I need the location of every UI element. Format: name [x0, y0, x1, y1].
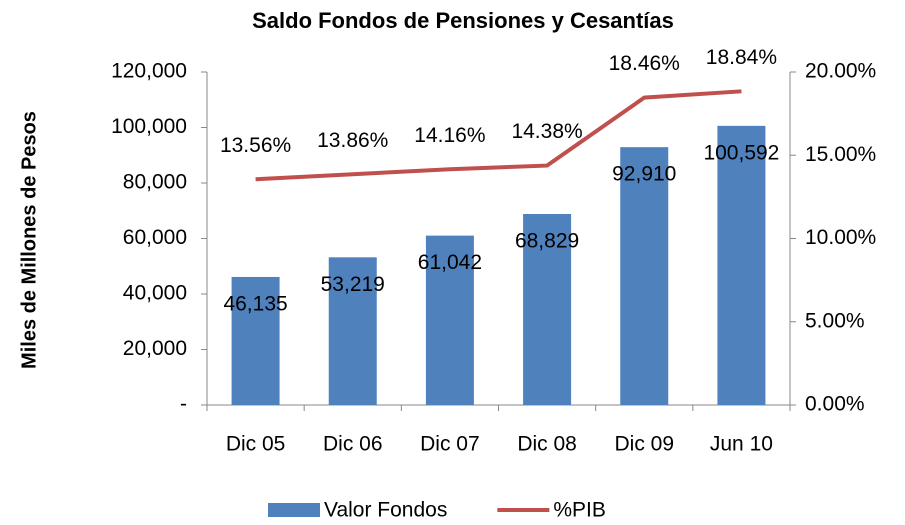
y-tick-label: 40,000: [123, 282, 187, 305]
bar-value-label: 100,592: [703, 141, 779, 164]
x-tick-label: Jun 10: [710, 433, 773, 456]
y-tick-label: 60,000: [123, 226, 187, 249]
x-tick-label: Dic 05: [226, 433, 286, 456]
legend-swatch: [268, 503, 320, 517]
line: [255, 89, 742, 182]
y-tick-label: -: [180, 393, 187, 416]
bar: [231, 276, 280, 405]
y-tick-label: 80,000: [123, 171, 187, 194]
bar-value-label: 68,829: [515, 230, 579, 253]
bar: [717, 125, 766, 405]
x-tick-label: Dic 06: [323, 433, 383, 456]
bar-value-label: 46,135: [223, 293, 287, 316]
y-axis-title: Miles de Millones de Pesos: [18, 111, 40, 369]
y2-tick-label: 10.00%: [805, 226, 876, 249]
bar: [328, 257, 377, 405]
bar: [425, 235, 474, 405]
y-tick-label: 20,000: [123, 337, 187, 360]
y2-tick-label: 5.00%: [805, 309, 865, 332]
x-tick-label: Dic 08: [517, 433, 577, 456]
line-value-label: 13.86%: [317, 129, 388, 152]
x-tick-label: Dic 09: [614, 433, 674, 456]
bar-value-label: 53,219: [321, 273, 385, 296]
bar: [620, 147, 669, 405]
legend-label: %PIB: [553, 499, 606, 522]
legend-label: Valor Fondos: [324, 499, 447, 522]
x-tick-label: Dic 07: [420, 433, 480, 456]
chart-title: Saldo Fondos de Pensiones y Cesantías: [252, 8, 674, 33]
line-value-label: 14.16%: [414, 124, 485, 147]
y2-tick-label: 20.00%: [805, 60, 876, 83]
y-tick-label: 100,000: [111, 115, 187, 138]
y2-tick-label: 0.00%: [805, 393, 865, 416]
line-value-label: 18.84%: [706, 46, 777, 69]
line-value-label: 18.46%: [609, 52, 680, 75]
line-value-label: 14.38%: [511, 120, 582, 143]
y-tick-label: 120,000: [111, 60, 187, 83]
bar-value-label: 61,042: [418, 251, 482, 274]
bar-value-label: 92,910: [612, 163, 676, 186]
bar: [523, 213, 572, 405]
y2-tick-label: 15.00%: [805, 143, 876, 166]
line-value-label: 13.56%: [220, 134, 291, 157]
